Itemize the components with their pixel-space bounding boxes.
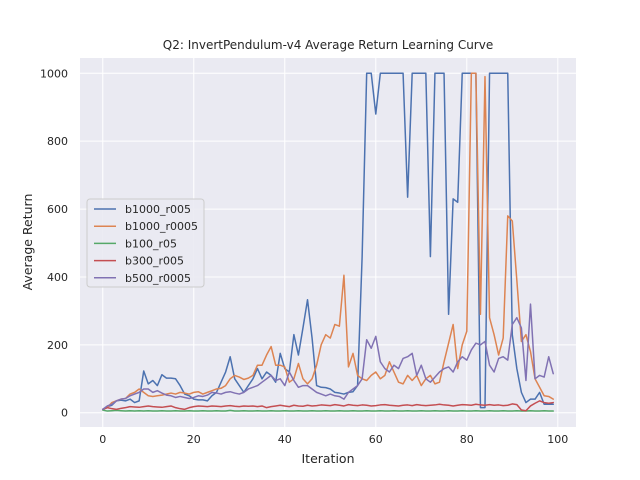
y-tick-label: 200 — [47, 339, 68, 352]
legend-entry: b500_r0005 — [125, 272, 191, 285]
series-line-b1000_r005 — [102, 72, 554, 411]
x-tick-label: 20 — [187, 433, 201, 446]
legend-entry: b1000_r005 — [125, 203, 191, 216]
y-tick-labels: 0 200 400 600 800 1000 — [40, 67, 68, 419]
legend-entry: b300_r005 — [125, 255, 184, 268]
chart-title: Q2: InvertPendulum-v4 Average Return Lea… — [163, 38, 493, 52]
series-line-b100_r05 — [102, 409, 554, 412]
y-tick-label: 1000 — [40, 67, 68, 80]
x-tick-labels: 0 20 40 60 80 100 — [99, 433, 568, 446]
legend-box — [86, 198, 205, 288]
y-tick-label: 400 — [47, 271, 68, 284]
y-tick-label: 800 — [47, 135, 68, 148]
y-tick-label: 600 — [47, 203, 68, 216]
x-tick-label: 80 — [460, 433, 474, 446]
series-line-b500_r0005 — [102, 303, 554, 411]
legend-entry: b1000_r0005 — [125, 220, 198, 233]
grid — [80, 58, 576, 427]
y-tick-label: 0 — [61, 407, 68, 420]
x-tick-label: 60 — [369, 433, 383, 446]
series-lines — [102, 72, 554, 412]
x-axis-label: Iteration — [301, 451, 354, 466]
legend-entry: b100_r05 — [125, 237, 177, 250]
x-tick-label: 100 — [547, 433, 568, 446]
series-line-b1000_r0005 — [102, 72, 554, 411]
series-line-b300_r005 — [102, 400, 554, 412]
x-tick-label: 40 — [278, 433, 292, 446]
legend: b1000_r005 b1000_r0005 b100_r05 b300_r005 b5… — [86, 198, 205, 288]
x-tick-label: 0 — [99, 433, 106, 446]
y-axis-label: Average Return — [20, 194, 35, 291]
